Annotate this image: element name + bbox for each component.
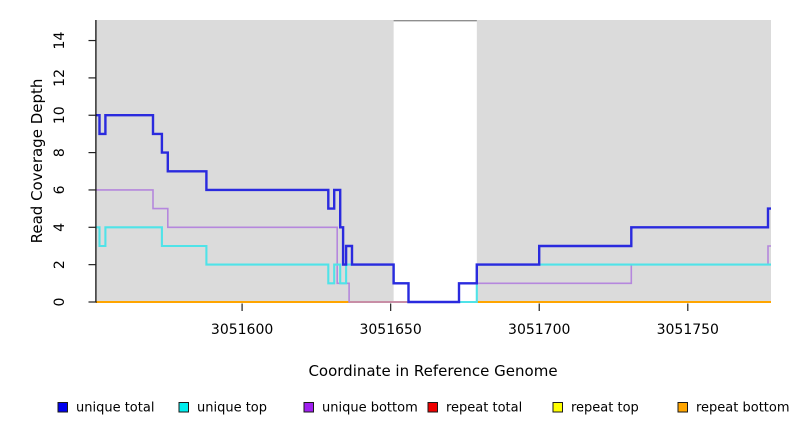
legend-label-unique-total: unique total [76,401,154,416]
y-tick-label: 12 [52,69,68,87]
x-tick-label: 3051750 [657,322,719,338]
legend-swatch-unique-bottom [303,402,314,413]
y-tick-label: 2 [52,260,68,269]
y-tick-label: 4 [52,223,68,232]
legend-swatch-unique-total [57,402,68,413]
x-tick-label: 3051700 [508,322,570,338]
x-tick-label: 3051600 [211,322,273,338]
y-tick-label: 0 [52,298,68,307]
legend-label-repeat-total: repeat total [446,401,522,416]
legend-swatch-unique-top [178,402,189,413]
y-axis-title: Read Coverage Depth [28,79,46,244]
x-axis-title: Coordinate in Reference Genome [308,362,557,380]
legend-label-repeat-bottom: repeat bottom [696,401,790,416]
y-tick-label: 10 [52,106,68,124]
legend-label-unique-bottom: unique bottom [322,401,418,416]
y-tick-label: 8 [52,148,68,157]
legend-label-repeat-top: repeat top [571,401,639,416]
y-tick-label: 6 [52,185,68,194]
legend-swatch-repeat-top [552,402,563,413]
y-tick-label: 14 [52,32,68,50]
series-unique-total [96,114,771,304]
coverage-gap-band [393,21,477,302]
legend-swatch-repeat-total [427,402,438,413]
x-tick-label: 3051650 [359,322,421,338]
legend-label-unique-top: unique top [197,401,267,416]
legend-swatch-repeat-bottom [677,402,688,413]
